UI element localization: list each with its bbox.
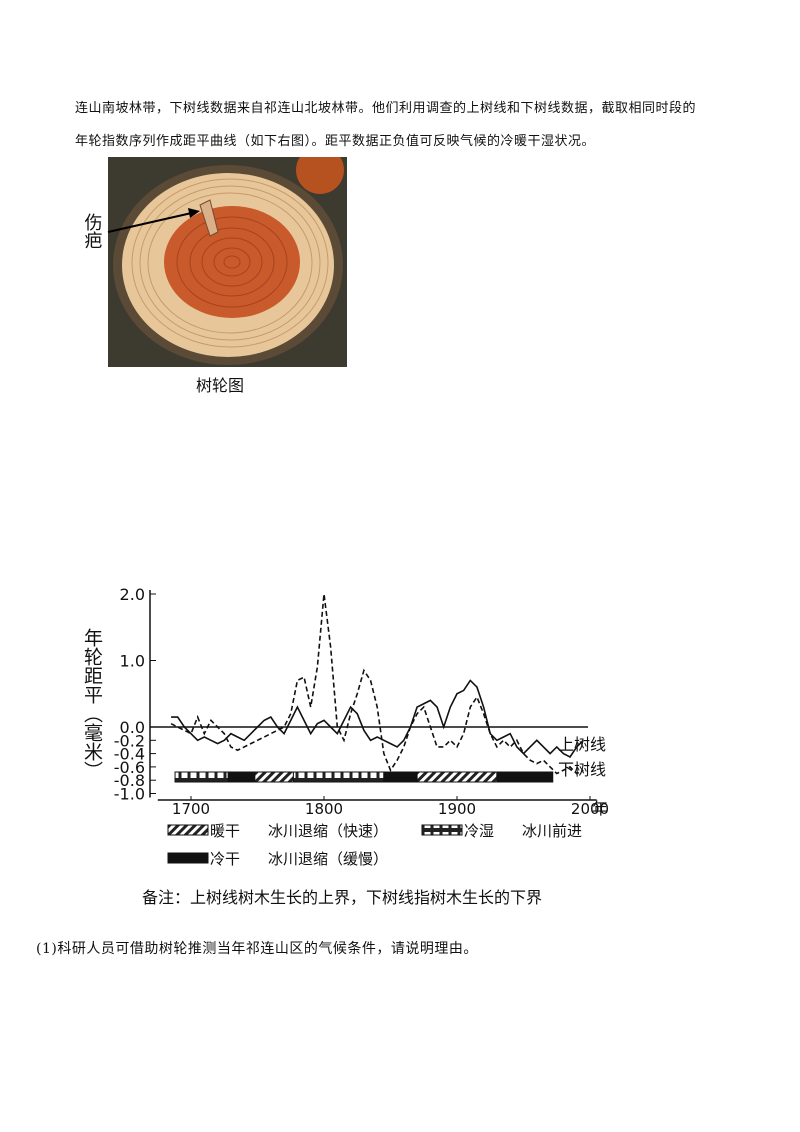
paragraph: 连山南坡林带，下树线数据来自祁连山北坡林带。他们利用调查的上树线和下树线数据，截… [75, 101, 697, 116]
climate-period [496, 771, 554, 783]
tree-ring-photo [108, 157, 347, 367]
series-label: 上树线 [558, 735, 606, 754]
legend-label: 暖干 [210, 822, 240, 840]
x-tick-label: 1700 [172, 800, 210, 818]
legend-note: 冰川退缩（快速） [268, 822, 388, 840]
question: (1)科研人员可借助树轮推测当年祁连山区的气候条件，请说明理由。 [36, 941, 478, 957]
y-tick-label: -0.6 [114, 758, 145, 777]
climate-period [416, 771, 498, 783]
climate-period [174, 771, 229, 783]
x-tick-label: 1900 [438, 800, 476, 818]
x-tick-label: 2000 [571, 800, 609, 818]
paragraph: 年轮指数序列作成距平曲线（如下右图）。距平数据正负值可反映气候的冷暖干湿状况。 [75, 134, 596, 149]
y-tick-label: -0.4 [114, 745, 145, 764]
x-tick-label: 1800 [305, 800, 343, 818]
photo-label: 伤疤 [82, 213, 103, 249]
y-tick-label: -0.8 [114, 771, 145, 790]
x-unit: 年 [592, 799, 608, 818]
y-tick-label: -1.0 [114, 785, 145, 804]
legend-note: 冰川退缩（缓慢） [268, 850, 388, 868]
climate-period [227, 771, 256, 783]
y-tick-label: -0.2 [114, 731, 145, 750]
y-tick-label: 1.0 [120, 652, 145, 671]
y-tick-label: 2.0 [120, 585, 145, 604]
legend-label: 冷干 [210, 850, 240, 868]
series-label: 下树线 [558, 760, 606, 779]
legend-swatch [167, 824, 209, 836]
series-line [170, 593, 584, 775]
legend-note: 冰川前进 [522, 822, 582, 840]
climate-period [383, 771, 418, 783]
legend-swatch [421, 824, 463, 836]
climate-period [292, 771, 385, 783]
photo-caption: 树轮图 [196, 376, 244, 395]
note: 备注：上树线树木生长的上界，下树线指树木生长的下界 [142, 888, 542, 907]
y-axis-label: 年轮距平（毫米） [81, 628, 103, 780]
y-tick-label: 0.0 [120, 718, 145, 737]
legend-swatch [167, 852, 209, 864]
tree-ring-figure: 伤疤 树轮图 [82, 157, 347, 395]
series-line [171, 679, 584, 758]
climate-period [254, 771, 294, 783]
legend-label: 冷湿 [464, 822, 494, 840]
